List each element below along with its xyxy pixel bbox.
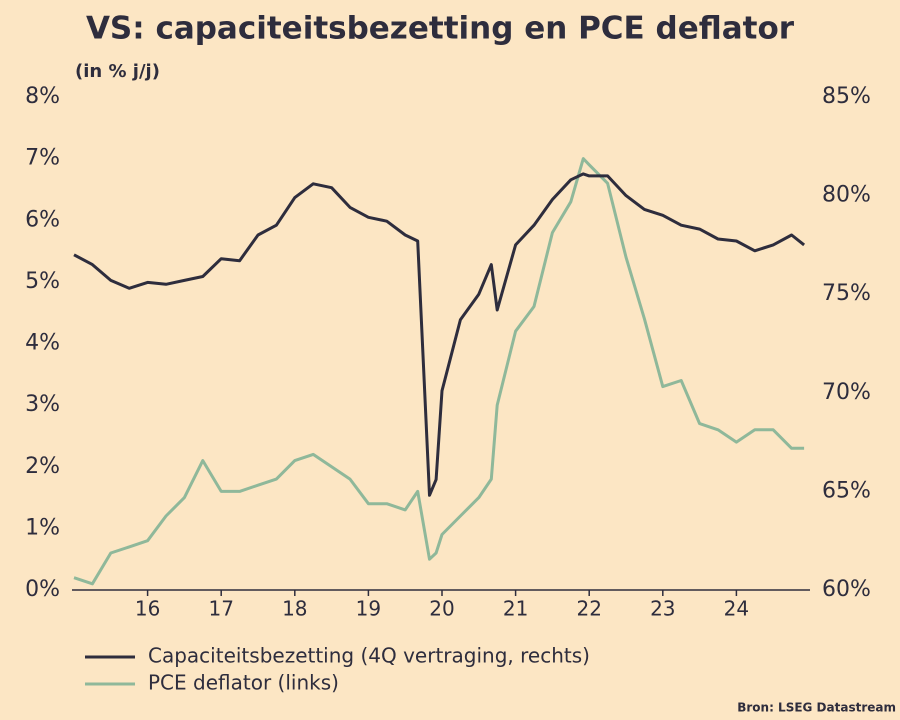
x-tick-label: 18 xyxy=(282,597,307,621)
legend-label: PCE deflator (links) xyxy=(148,671,339,695)
subtitle: (in % j/j) xyxy=(75,61,160,82)
x-tick-label: 17 xyxy=(208,597,233,621)
x-tick-label: 19 xyxy=(356,597,381,621)
y2-tick-label: 80% xyxy=(822,183,871,208)
y-tick-label: 8% xyxy=(25,84,60,109)
y-tick-label: 4% xyxy=(25,331,60,356)
x-tick-label: 22 xyxy=(576,597,601,621)
y-tick-label: 0% xyxy=(25,577,60,602)
x-tick-label: 23 xyxy=(650,597,675,621)
y-tick-label: 7% xyxy=(25,146,60,171)
data-line xyxy=(73,172,806,497)
y-tick-label: 5% xyxy=(25,269,60,294)
x-tick-label: 24 xyxy=(724,597,749,621)
y2-tick-label: 75% xyxy=(822,281,871,306)
chart-title: VS: capaciteitsbezetting en PCE deflator xyxy=(86,11,795,47)
y2-tick-label: 70% xyxy=(822,380,871,405)
y2-tick-label: 65% xyxy=(822,478,871,503)
legend-label: Capaciteitsbezetting (4Q vertraging, rec… xyxy=(148,644,590,668)
x-tick-label: 20 xyxy=(429,597,454,621)
y-tick-label: 1% xyxy=(25,515,60,540)
y-tick-label: 3% xyxy=(25,392,60,417)
source: Bron: LSEG Datastream xyxy=(737,701,896,715)
y-tick-label: 2% xyxy=(25,454,60,479)
y2-tick-label: 60% xyxy=(822,577,871,602)
x-tick-label: 16 xyxy=(135,597,160,621)
x-tick-label: 21 xyxy=(503,597,528,621)
data-line xyxy=(73,157,805,586)
y2-tick-label: 85% xyxy=(822,84,871,109)
y-tick-label: 6% xyxy=(25,207,60,232)
